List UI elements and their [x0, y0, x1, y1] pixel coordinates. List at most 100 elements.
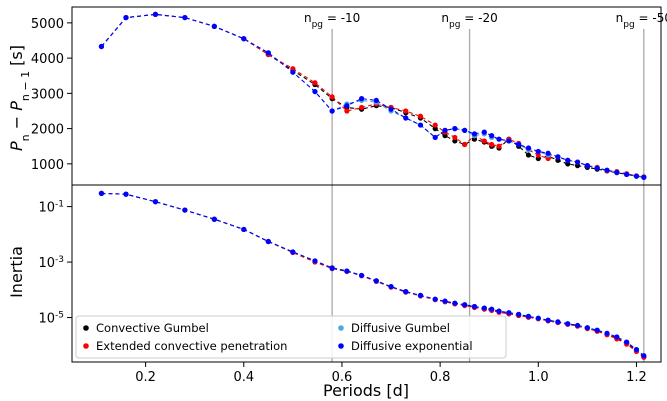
bottom-data-point [417, 292, 424, 298]
bottom-data-point [525, 313, 532, 320]
top-data-point [489, 141, 495, 148]
top-vline-labels: npg = -10 npg = -20 npg = -50 [304, 11, 667, 30]
bottom-data-point [388, 284, 394, 290]
bottom-data-point [312, 258, 318, 264]
top-data-point [358, 96, 365, 102]
top-data-point [432, 134, 438, 141]
top-vlines [331, 29, 645, 185]
legend-marker [83, 343, 89, 349]
bottom-data-point [211, 216, 217, 222]
top-data-point [462, 127, 468, 133]
bottom-ytick-label: 10-1 [38, 200, 64, 216]
top-data-point [329, 108, 335, 114]
bottom-data-point [641, 353, 647, 359]
legend-entry: Extended convective penetration [96, 339, 287, 353]
top-data-point [388, 106, 394, 112]
bottom-data-point [535, 315, 541, 321]
top-data-point [535, 148, 541, 155]
top-series-line [101, 13, 644, 178]
bottom-data-point [565, 321, 571, 327]
top-data-point [442, 127, 448, 133]
bottom-data-point [182, 207, 188, 213]
top-data-point [506, 138, 512, 144]
bottom-data-point [432, 296, 438, 302]
bottom-data-point [574, 322, 581, 329]
top-data-point [565, 157, 571, 163]
top-data-point [462, 141, 468, 148]
top-data-point [641, 174, 647, 180]
xtick-label: 0.4 [233, 370, 254, 385]
bottom-data-point [452, 300, 458, 306]
top-series-line [101, 13, 644, 178]
top-data-point [574, 159, 581, 165]
top-data-point [545, 150, 551, 156]
top-data-point [358, 104, 365, 111]
top-data-point [452, 134, 458, 141]
top-data-point [584, 163, 590, 169]
top-yticks: 1000 2000 3000 4000 5000 [31, 17, 72, 173]
top-data-point [496, 136, 502, 142]
top-data-point [403, 108, 409, 114]
top-series-line [101, 13, 644, 178]
legend-entry: Diffusive exponential [351, 339, 473, 353]
top-data-point [241, 36, 247, 42]
bottom-ytick-label: 10-3 [38, 255, 64, 271]
bottom-data-point [98, 190, 105, 196]
top-data-point [290, 69, 296, 75]
bottom-xticks: 0.2 0.4 0.6 0.8 1.0 1.2 [135, 362, 647, 385]
top-data-point [525, 145, 532, 151]
top-data-point [452, 126, 458, 132]
bottom-plot-frame [71, 184, 662, 363]
top-data-point [344, 103, 350, 109]
top-data-point [471, 131, 478, 137]
top-data-point [98, 43, 105, 50]
top-data-point [403, 115, 409, 121]
top-data-point [604, 167, 610, 173]
top-data-point [344, 108, 350, 114]
bottom-data-point [604, 330, 610, 336]
bottom-data-point [471, 303, 478, 310]
bottom-series [98, 190, 647, 360]
legend-entry: Convective Gumbel [96, 321, 209, 335]
legend-marker [83, 325, 89, 331]
bottom-data-point [624, 339, 630, 345]
bottom-data-point [594, 327, 600, 333]
top-data-point [481, 138, 487, 144]
top-series [98, 11, 647, 180]
bottom-ytick-label: 10-5 [38, 311, 64, 327]
top-data-point [417, 122, 424, 128]
vline-label: npg = -50 [616, 11, 667, 30]
top-ytick-label: 5000 [31, 17, 64, 32]
top-ytick-label: 3000 [31, 87, 64, 102]
legend-frame [75, 315, 507, 359]
top-data-point [481, 129, 487, 135]
top-data-point [417, 113, 424, 119]
top-data-point [496, 143, 502, 149]
bottom-data-point [481, 305, 487, 311]
top-ytick-label: 2000 [31, 123, 64, 138]
top-data-point [152, 11, 159, 18]
bottom-data-point [584, 325, 590, 331]
vline-label: npg = -10 [304, 11, 360, 30]
bottom-data-point [241, 226, 247, 233]
top-data-point [329, 94, 335, 100]
top-data-point [489, 133, 495, 139]
bottom-data-point [403, 289, 409, 295]
bottom-data-point [489, 306, 495, 312]
top-data-point [182, 14, 188, 21]
bottom-data-point [516, 311, 522, 317]
bottom-data-point [555, 319, 561, 325]
legend-entry: Diffusive Gumbel [351, 321, 450, 335]
bottom-data-point [152, 199, 159, 205]
top-data-point [211, 23, 217, 29]
xtick-label: 1.0 [528, 370, 549, 385]
bottom-data-point [344, 268, 350, 274]
x-axis-label: Periods [d] [323, 381, 409, 400]
top-data-point [312, 88, 318, 95]
top-data-point [123, 14, 129, 21]
bottom-data-point [462, 302, 468, 308]
bottom-data-point [496, 308, 502, 314]
bottom-panel: 10-110-310-5 0.2 0.4 0.6 0.8 1.0 1.2 Inertia … [7, 184, 662, 400]
bottom-data-point [358, 272, 365, 279]
